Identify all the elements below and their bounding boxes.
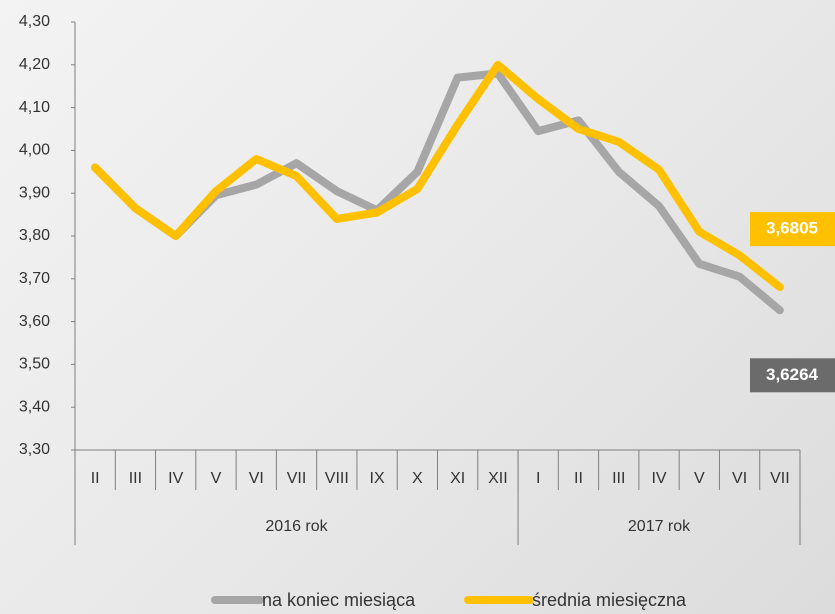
x-tick-label: VII [770,470,790,487]
x-tick-label: X [412,470,423,487]
group-label: 2016 rok [265,518,328,535]
value-label: 3,6264 [766,365,819,384]
y-tick-label: 3,90 [19,184,50,201]
x-tick-label: V [694,470,705,487]
value-label-box [750,358,835,393]
x-tick-label: IV [651,470,666,487]
x-tick-label: IX [370,470,385,487]
x-tick-label: XII [488,470,508,487]
y-tick-label: 4,00 [19,142,50,159]
series-line [91,60,784,292]
x-tick-label: III [129,470,142,487]
y-tick-label: 3,80 [19,227,50,244]
x-tick-label: III [612,470,625,487]
legend-label: średnia miesięczna [532,590,687,610]
value-label-box [750,212,835,247]
legend-label: na koniec miesiąca [262,590,416,610]
x-tick-label: VI [732,470,747,487]
x-tick-label: VI [249,470,264,487]
y-tick-label: 4,10 [19,99,50,116]
y-tick-label: 3,50 [19,356,50,373]
x-tick-label: II [91,470,100,487]
x-tick-label: I [536,470,540,487]
x-tick-label: VII [287,470,307,487]
y-tick-label: 3,40 [19,398,50,415]
x-tick-label: XI [450,470,465,487]
value-label: 3,6805 [766,219,818,238]
x-tick-label: VIII [325,470,349,487]
x-tick-label: IV [168,470,183,487]
y-tick-label: 4,20 [19,56,50,73]
x-tick-label: V [211,470,222,487]
y-tick-label: 3,60 [19,313,50,330]
y-tick-label: 3,30 [19,441,50,458]
y-tick-label: 3,70 [19,270,50,287]
y-tick-label: 4,30 [19,13,50,30]
group-label: 2017 rok [628,518,691,535]
x-tick-label: II [574,470,583,487]
